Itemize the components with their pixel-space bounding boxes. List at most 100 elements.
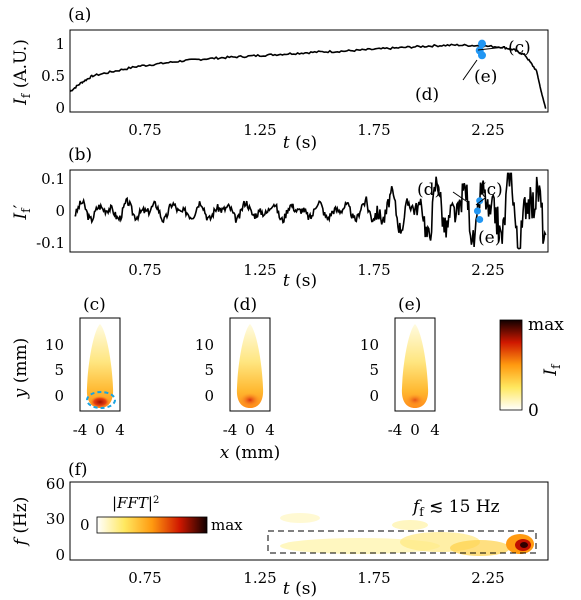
panel-a-markers [475,39,486,60]
panel-a-label: (a) [68,5,91,25]
panel-e: (e) 10 5 0 -4 0 4 [360,295,440,439]
panel-a-ytick: 0.5 [41,67,65,85]
panel-b-annotations: (d) (c) (e) [417,180,503,248]
panel-f-xtick: 0.75 [128,569,161,587]
panel-c-xtick: 4 [115,421,125,439]
panel-a-xtick: 0.75 [128,121,161,139]
colorbar-if: max 0 If [499,315,564,421]
panel-a-ytick: 1 [55,35,65,53]
panel-b-marker-1 [473,207,481,215]
panel-b-annot-d: (d) [417,180,441,200]
colorbar-fft-gradient [96,516,208,534]
panel-d-ytick: 0 [204,387,214,405]
panel-b-markers [473,197,484,224]
panel-b-ytick: 0 [55,202,65,220]
panel-b-xtick: 0.75 [128,261,161,279]
panel-f-xticks: 0.75 1.25 1.75 2.25 [128,569,504,587]
panel-d-xtick: -4 [223,421,238,439]
panel-a-xtick: 1.75 [357,121,390,139]
flame-c-hotspot [90,396,110,408]
flame-c-highlight-ellipse [86,391,116,409]
panel-d-xtick: 4 [265,421,275,439]
colorbar-fft-max: max [211,516,243,534]
panel-b-annot-e: (e) [478,228,501,248]
panel-a-marker-0 [477,39,486,48]
panel-d-label: (d) [233,295,257,315]
panel-d-ytick: 5 [204,361,214,379]
panel-b-axes [69,169,549,253]
panel-f-yticks: 60 30 0 [46,475,65,564]
panel-b-label: (b) [68,145,92,165]
flame-c-image [86,324,114,408]
colorbar-if-gradient [499,319,523,411]
panel-c-xtick: -4 [73,421,88,439]
panel-f-ytick: 0 [55,546,65,564]
panels-cde-xlabel: x (mm) [220,443,281,463]
flame-d-image [236,324,264,408]
panel-a-annotations: (c) (d) (e) [415,38,531,105]
panel-f-xlabel: t (s) [283,579,317,599]
panel-d: (d) 10 5 0 -4 0 4 [195,295,275,439]
panel-f-dashed-box [267,530,537,554]
panel-e-xtick: 4 [430,421,440,439]
panel-f-label: (f) [68,460,88,480]
panels-cde-ylabel: y (mm) [11,338,31,400]
panel-e-ytick: 5 [369,361,379,379]
flame-e-hotspot [406,394,424,406]
colorbar-fft: 0 max |FFT|2 [80,494,243,534]
panel-e-xtick: 0 [410,421,420,439]
panel-c-ytick: 0 [54,387,64,405]
panel-a-xtick: 2.25 [471,121,504,139]
panel-b-annot-c: (c) [480,180,503,200]
panel-f-ylabel: f (Hz) [11,497,31,548]
panel-d-ytick: 10 [195,336,214,354]
panel-b-xtick: 1.75 [357,261,390,279]
colorbar-if-max: max [528,315,564,335]
panel-a-series-line [69,43,547,109]
colorbar-fft-min: 0 [80,516,90,534]
panel-d-xtick: 0 [245,421,255,439]
panel-e-xtick: -4 [388,421,403,439]
panel-f-xtick: 2.25 [471,569,504,587]
panel-c-ytick: 10 [45,336,64,354]
panel-e-ytick: 10 [360,336,379,354]
panel-c: (c) 10 5 0 -4 0 4 [45,295,125,439]
panel-a-ytick: 0 [55,99,65,117]
panel-a-annot-c: (c) [508,38,531,58]
panel-e-label: (e) [398,295,421,315]
panel-f-ytick: 30 [46,510,65,528]
panel-f-annotation: ff ≲ 15 Hz [411,497,500,519]
colorbar-fft-label: |FFT|2 [112,494,159,512]
panel-b-xlabel: t (s) [283,271,317,291]
panel-a-axes [69,29,549,113]
flame-e-image [401,324,429,408]
colorbar-if-min: 0 [528,401,539,421]
panel-b-yticks: 0.1 0 -0.1 [36,170,65,252]
panel-a-ylabel: If (A.U.) [11,39,33,106]
panel-b-series-line [74,172,547,250]
panel-f-xtick: 1.25 [243,569,276,587]
panel-f-xtick: 1.75 [357,569,390,587]
panel-b-xtick: 1.25 [243,261,276,279]
panel-a-marker-2 [477,51,486,60]
panel-a-yticks: 0 0.5 1 [41,35,65,117]
panel-c-ytick: 5 [54,361,64,379]
panel-b-ylabel: If′ [11,204,33,220]
panel-c-xtick: 0 [95,421,105,439]
panel-e-ytick: 0 [369,387,379,405]
panel-a-xtick: 1.25 [243,121,276,139]
flame-d-hotspot [240,393,260,407]
panel-a-xticks: 0.75 1.25 1.75 2.25 [128,121,504,139]
panel-c-label: (c) [83,295,106,315]
panel-b-xtick: 2.25 [471,261,504,279]
panel-a-annot-e: (e) [474,67,497,87]
colorbar-if-label: If [541,363,563,377]
panel-b-ytick: 0.1 [41,170,65,188]
panel-b-marker-2 [476,216,484,224]
panel-b-ytick: -0.1 [36,234,65,252]
panel-a-xlabel: t (s) [283,133,317,153]
panel-f-ytick: 60 [46,475,65,493]
panel-f-spectrogram [280,513,534,556]
panel-b-xticks: 0.75 1.25 1.75 2.25 [128,261,504,279]
